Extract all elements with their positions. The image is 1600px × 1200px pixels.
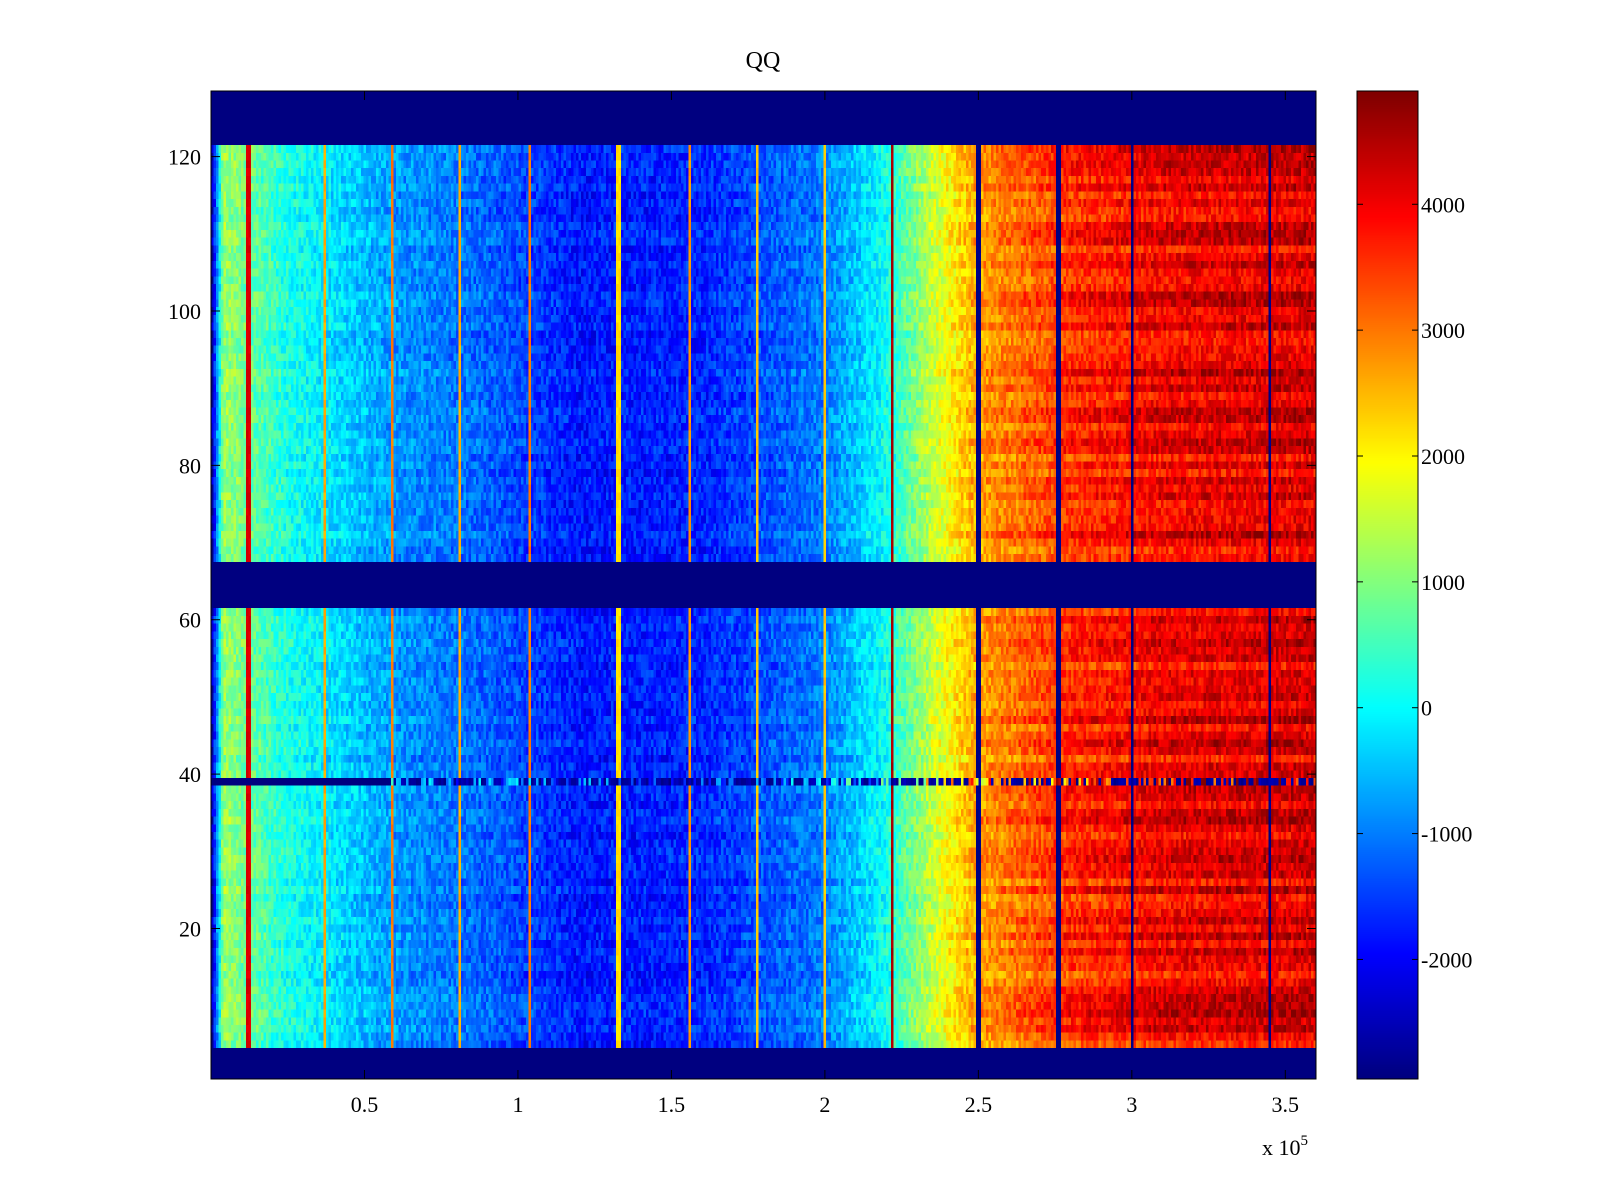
x-multiplier-base: x 10 xyxy=(1262,1135,1301,1160)
colorbar-tick-label: -2000 xyxy=(1421,947,1472,972)
chart-title: QQ xyxy=(746,48,781,74)
heatmap-image xyxy=(211,91,1316,1079)
y-tick-label: 80 xyxy=(179,453,201,478)
x-tick-label: 1 xyxy=(512,1092,523,1117)
y-tick-label: 60 xyxy=(179,608,201,633)
plot-frame xyxy=(210,90,1317,1080)
colorbar-tick-label: -1000 xyxy=(1421,822,1472,847)
x-multiplier-exponent: 5 xyxy=(1301,1133,1309,1149)
y-tick-label: 20 xyxy=(179,916,201,941)
x-axis: 0.5 1 1.5 2 2.5 3 3.5 xyxy=(351,91,1299,1117)
y-tick-label: 120 xyxy=(168,145,201,170)
colorbar-axis: -2000 -1000 0 1000 2000 3000 4000 xyxy=(1357,192,1472,972)
colorbar-frame xyxy=(1356,90,1419,1080)
colorbar-tick-label: 0 xyxy=(1421,696,1432,721)
x-tick-label: 1.5 xyxy=(658,1092,686,1117)
x-tick-label: 0.5 xyxy=(351,1092,379,1117)
colorbar-tick-label: 3000 xyxy=(1421,318,1465,343)
y-axis: 20 40 60 80 100 120 xyxy=(168,145,1316,941)
colorbar-tick-label: 2000 xyxy=(1421,444,1465,469)
y-tick-label: 100 xyxy=(168,299,201,324)
x-multiplier: x 105 xyxy=(1262,1133,1308,1160)
colorbar-tick-label: 1000 xyxy=(1421,570,1465,595)
x-tick-label: 2 xyxy=(819,1092,830,1117)
colorbar-tick-label: 4000 xyxy=(1421,192,1465,217)
x-tick-label: 3.5 xyxy=(1272,1092,1300,1117)
y-tick-label: 40 xyxy=(179,762,201,787)
x-tick-label: 2.5 xyxy=(965,1092,993,1117)
x-tick-label: 3 xyxy=(1126,1092,1137,1117)
colorbar-gradient xyxy=(1357,91,1418,1079)
